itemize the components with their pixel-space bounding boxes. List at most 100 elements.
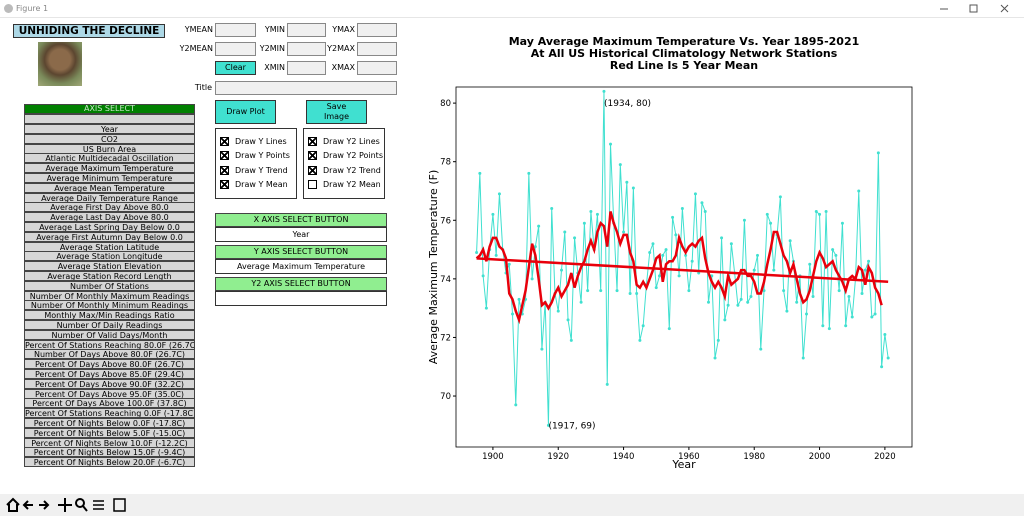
axis-select-item[interactable]: Number Of Monthly Minimum Readings xyxy=(24,300,195,311)
checkbox[interactable] xyxy=(308,179,317,189)
data-point xyxy=(778,195,782,199)
axis-select-item[interactable]: Percent Of Days Above 80.0F (26.7C) xyxy=(24,359,195,370)
axis-select-item[interactable]: Percent Of Nights Below 0.0F (-17.8C) xyxy=(24,418,195,428)
data-point xyxy=(857,189,861,193)
forward-icon[interactable] xyxy=(39,500,50,510)
data-point xyxy=(484,306,488,310)
save-icon[interactable] xyxy=(113,498,126,512)
data-point xyxy=(847,294,851,298)
axis-select-item[interactable]: Percent Of Stations Reaching 80.0F (26.7… xyxy=(24,339,195,350)
axis-select-item[interactable]: Percent Of Days Above 90.0F (32.2C) xyxy=(24,378,195,389)
data-point xyxy=(530,277,534,281)
axis-select-blank[interactable] xyxy=(24,114,195,124)
field-label: XMIN xyxy=(264,63,285,72)
data-point xyxy=(674,233,678,237)
field-input[interactable] xyxy=(357,61,397,75)
field-input[interactable] xyxy=(287,61,326,75)
axis-select-item[interactable]: Percent Of Nights Below 10.0F (-12.2C) xyxy=(24,437,195,448)
checkbox[interactable] xyxy=(308,165,317,175)
field-input[interactable] xyxy=(357,23,397,37)
data-point xyxy=(677,274,681,278)
axis-select-item[interactable]: Average Mean Temperature xyxy=(24,182,195,193)
data-point xyxy=(595,212,599,216)
title-input[interactable] xyxy=(215,81,397,95)
axis-select-item[interactable]: Number Of Daily Readings xyxy=(24,320,195,330)
axis-select-item[interactable]: Average First Autumn Day Below 0.0 xyxy=(24,231,195,242)
checkbox[interactable] xyxy=(308,137,317,146)
data-point xyxy=(755,253,759,257)
axis-select-item[interactable]: Percent Of Nights Below 20.0F (-6.7C) xyxy=(24,457,195,468)
maximize[interactable] xyxy=(969,4,978,13)
axis-select-item[interactable]: Percent Of Days Above 85.0F (29.4C) xyxy=(24,369,195,379)
axis-select-button[interactable]: Y2 AXIS SELECT BUTTON xyxy=(215,277,387,291)
axis-select-item[interactable]: Average Last Day Above 80.0 xyxy=(24,212,195,223)
save-image-button[interactable]: Save Image xyxy=(306,100,367,124)
app-title: UNHIDING THE DECLINE xyxy=(13,24,165,38)
field-label: Y2MIN xyxy=(259,44,285,53)
checkbox[interactable] xyxy=(220,137,229,146)
field-input[interactable] xyxy=(287,42,326,56)
axis-select-item[interactable]: Percent Of Days Above 95.0F (35.0C) xyxy=(24,388,195,399)
axis-select-item[interactable]: Atlantic Multidecadal Oscillation xyxy=(24,153,195,164)
axis-select-item[interactable]: CO2 xyxy=(24,133,195,144)
checkbox-label: Draw Y Mean xyxy=(235,179,288,189)
zoom-icon[interactable] xyxy=(75,498,85,508)
axis-select-item[interactable]: Average Maximum Temperature xyxy=(24,163,195,174)
checkbox-label: Draw Y2 Mean xyxy=(323,179,381,189)
axis-select-item[interactable]: Average Station Elevation xyxy=(24,261,195,272)
axis-select-item[interactable]: Year xyxy=(24,124,195,134)
clear-button[interactable]: Clear xyxy=(215,61,256,75)
title-bar xyxy=(0,0,1024,18)
axis-select-button[interactable]: X AXIS SELECT BUTTON xyxy=(215,213,387,227)
data-point xyxy=(556,309,560,313)
data-point xyxy=(742,218,746,222)
axis-select-item[interactable]: Number Of Stations xyxy=(24,280,195,291)
field-input[interactable] xyxy=(357,42,397,56)
axis-select-item[interactable]: Average Minimum Temperature xyxy=(24,173,195,183)
trend-line xyxy=(476,257,889,284)
checkbox[interactable] xyxy=(220,165,229,175)
checkbox[interactable] xyxy=(220,151,229,161)
window-controls[interactable] xyxy=(930,2,1020,16)
axis-select-item[interactable]: Average Station Latitude xyxy=(24,241,195,252)
data-point xyxy=(475,251,479,255)
axis-select-item[interactable]: Number Of Valid Days/Month xyxy=(24,329,195,340)
data-point xyxy=(811,294,815,298)
axis-select-item[interactable]: Number Of Days Above 80.0F (26.7C) xyxy=(24,349,195,360)
axis-select-item[interactable]: Percent Of Nights Below 5.0F (-15.0C) xyxy=(24,427,195,438)
field-input[interactable] xyxy=(215,42,256,56)
configure-icon[interactable] xyxy=(93,500,104,510)
data-point xyxy=(684,253,688,257)
axis-select-item[interactable]: Average Station Longitude xyxy=(24,251,195,262)
axis-select-item[interactable]: Number Of Monthly Maximum Readings xyxy=(24,290,195,301)
field-label: XMAX xyxy=(331,63,355,72)
draw-plot-button[interactable]: Draw Plot xyxy=(215,100,276,124)
axis-select-item[interactable]: Average Last Spring Day Below 0.0 xyxy=(24,222,195,232)
axis-select-item[interactable]: Percent Of Nights Below 15.0F (-9.4C) xyxy=(24,447,195,458)
checkbox[interactable] xyxy=(220,179,229,189)
field-input[interactable] xyxy=(287,23,326,37)
axis-select-item[interactable]: Percent Of Stations Reaching 0.0F (-17.8… xyxy=(24,408,195,419)
field-label: YMEAN xyxy=(184,25,213,34)
data-point xyxy=(834,253,838,257)
field-input[interactable] xyxy=(215,23,256,37)
axis-select-item[interactable]: Average Station Record Length xyxy=(24,271,195,281)
home-icon[interactable] xyxy=(6,497,20,512)
axis-select-item[interactable]: Average First Day Above 80.0 xyxy=(24,202,195,213)
data-point xyxy=(625,180,629,184)
data-point xyxy=(762,289,766,293)
axis-select-header: AXIS SELECT xyxy=(24,104,195,114)
close[interactable] xyxy=(1000,4,1009,13)
checkbox-label: Draw Y Lines xyxy=(235,137,287,146)
axis-select-button[interactable]: Y AXIS SELECT BUTTON xyxy=(215,245,387,259)
data-point xyxy=(867,259,871,263)
axis-select-item[interactable]: Average Daily Temperature Range xyxy=(24,192,195,203)
data-point xyxy=(609,142,613,146)
axis-select-item[interactable]: Monthly Max/Min Readings Ratio xyxy=(24,310,195,321)
axis-select-item[interactable]: Percent Of Days Above 100.0F (37.8C) xyxy=(24,398,195,409)
data-point xyxy=(631,186,635,190)
pan-icon[interactable] xyxy=(58,498,72,512)
checkbox[interactable] xyxy=(308,151,317,161)
axis-select-item[interactable]: US Burn Area xyxy=(24,143,195,154)
back-icon[interactable] xyxy=(22,500,33,510)
